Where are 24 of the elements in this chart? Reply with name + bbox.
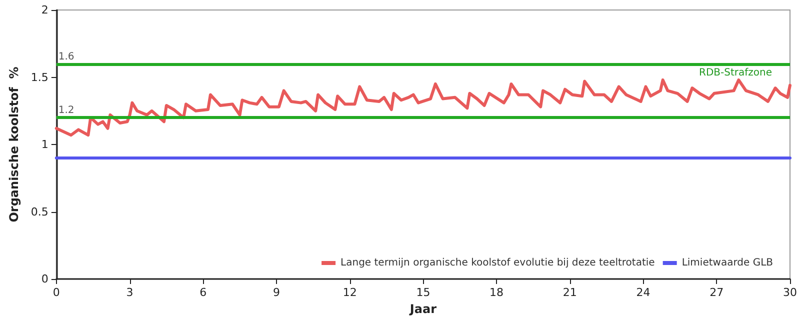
- x-tick-label: 3: [126, 286, 134, 299]
- x-tick-label: 21: [562, 286, 577, 299]
- line-series: [54, 78, 792, 137]
- x-tick-label: 15: [416, 286, 430, 299]
- x-tick-label: 27: [710, 286, 724, 299]
- x-tick-label: 12: [342, 286, 357, 299]
- x-tick-label: 18: [490, 286, 504, 299]
- y-axis-title: Organische koolstof %: [7, 66, 21, 222]
- x-tick-label: 6: [200, 286, 207, 299]
- y-tick-label: 1.5: [30, 70, 48, 84]
- x-tick-label: 0: [52, 286, 60, 299]
- annotation: RDB-Strafzone: [698, 68, 772, 78]
- x-tick-label: 9: [272, 286, 280, 299]
- x-tick-label: 24: [636, 286, 650, 299]
- legend-label: Lange termijn organische koolstof evolutie bij deze teeltrotatie: [340, 258, 655, 268]
- x-axis-title: Jaar: [408, 302, 437, 316]
- x-tick-label: 30: [783, 286, 797, 299]
- ref-line-label: 1.6: [58, 51, 74, 62]
- y-tick-label: 1: [41, 138, 48, 151]
- y-tick-label: 0: [41, 272, 48, 286]
- y-tick-label: 2: [41, 4, 48, 16]
- legend-label: Limietwaarde GLB: [682, 258, 774, 268]
- ref-line-label: 1.2: [58, 105, 74, 116]
- y-tick-label: 0.5: [30, 205, 48, 218]
